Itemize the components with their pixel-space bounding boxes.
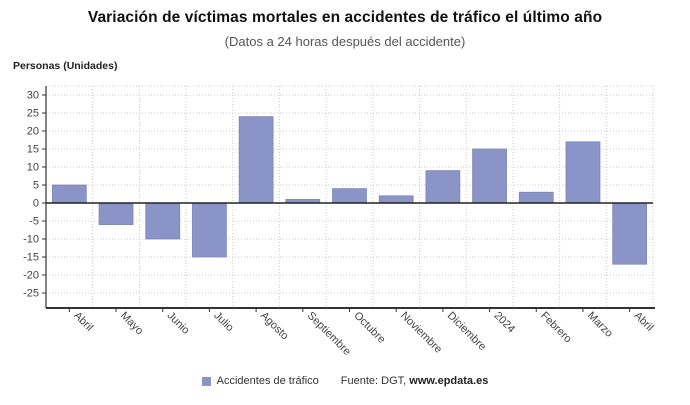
legend-label: Accidentes de tráfico [216, 375, 319, 387]
bar-abril[interactable] [612, 202, 648, 265]
y-tick-label: 15 [27, 144, 39, 156]
x-label-agosto: Agosto [258, 310, 291, 343]
x-label-junio: Junio [165, 310, 192, 337]
legend-swatch-icon [201, 376, 211, 386]
x-label-abril: Abril [71, 310, 95, 334]
x-label-abril: Abril [632, 310, 656, 334]
y-tick-label: 25 [27, 108, 39, 120]
bar-julio[interactable] [192, 202, 227, 258]
y-tick-label: 0 [33, 198, 39, 210]
y-tick-label: 20 [27, 126, 39, 138]
x-label-diciembre: Diciembre [445, 310, 488, 353]
source-note: Fuente: DGT, www.epdata.es [341, 375, 489, 387]
bar-junio[interactable] [145, 202, 181, 240]
y-axis-unit-label: Personas (Unidades) [13, 60, 118, 72]
y-tick-label: -25 [23, 288, 39, 300]
y-tick-label: 5 [33, 180, 39, 192]
bar-noviembre[interactable] [378, 195, 414, 204]
plot-area: -25 -20 -15 -10 -5 0 5 10 15 20 25 30 Abril Mayo Junio… [0, 74, 690, 374]
bar-2024[interactable] [472, 148, 507, 204]
y-tick-label: 30 [27, 90, 39, 102]
bar-febrero[interactable] [518, 191, 554, 204]
chart-footer: Accidentes de tráfico Fuente: DGT, www.e… [0, 372, 690, 390]
y-tick-label: -5 [29, 216, 39, 228]
y-tick-label: -20 [23, 270, 39, 282]
chart-subtitle: (Datos a 24 horas después del accidente) [224, 34, 466, 49]
chart-title: Variación de víctimas mortales en accide… [87, 9, 603, 26]
x-label-noviembre: Noviembre [398, 310, 444, 356]
x-label-septiembre: Septiembre [305, 310, 353, 358]
bar-agosto[interactable] [238, 116, 274, 204]
bar-mayo[interactable] [98, 202, 134, 225]
x-label-octubre: Octubre [351, 310, 387, 346]
legend-item-accidentes[interactable]: Accidentes de tráfico [201, 375, 319, 387]
bar-abril[interactable] [51, 184, 87, 204]
y-tick-label: -15 [23, 252, 39, 264]
source-site: www.epdata.es [409, 375, 489, 387]
bar-marzo[interactable] [565, 141, 601, 204]
bar-diciembre[interactable] [425, 170, 461, 204]
chart-plot: -25 -20 -15 -10 -5 0 5 10 15 20 25 30 Abril Mayo Junio… [23, 85, 656, 358]
bar-octubre[interactable] [332, 188, 367, 204]
source-prefix: Fuente: DGT, [340, 375, 410, 387]
x-label-2024: 2024 [491, 310, 517, 336]
x-label-marzo: Marzo [585, 310, 615, 340]
y-tick-label: 10 [27, 162, 39, 174]
y-tick-label: -10 [23, 234, 39, 246]
x-label-mayo: Mayo [118, 310, 146, 338]
x-label-febrero: Febrero [538, 310, 574, 346]
x-label-julio: Julio [211, 310, 235, 334]
